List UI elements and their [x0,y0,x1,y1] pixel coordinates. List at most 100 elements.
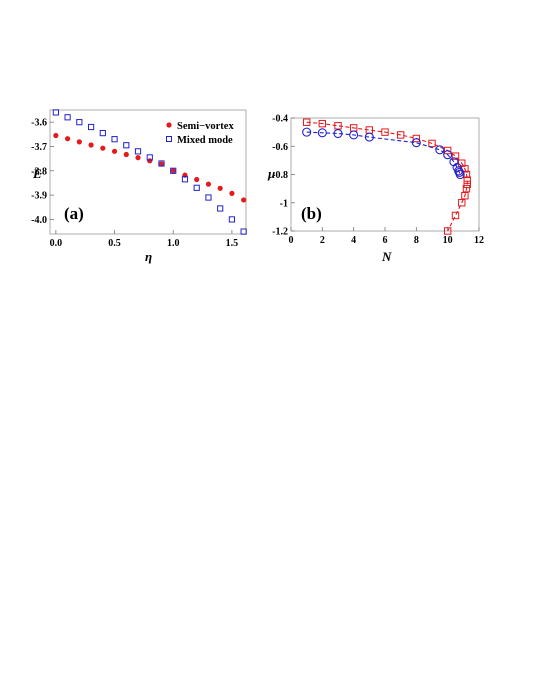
a-xtick-label: 0.0 [50,238,63,249]
b-series-1-point [443,150,453,160]
b-series-0-point [463,180,471,189]
panel-a-ticks: 0.0 0.5 1.0 1.5 -3.6 -3.7 -3.8 -3.9 -4.0 [31,118,238,249]
b-ytick-label: -0.8 [272,170,288,181]
a-xtick-label: 1.5 [226,238,239,249]
b-xtick-label: 10 [443,235,453,246]
a-series-0-point [194,176,200,183]
a-ytick-label: -3.9 [31,191,47,202]
a-series-0-point [123,151,129,158]
b-series-0-point [334,122,342,130]
b-series-1-point [449,157,459,167]
b-series-1-point [455,169,465,180]
a-series-0-point [205,181,212,187]
a-series-0-point [229,190,235,196]
a-ytick-label: -3.6 [31,118,47,129]
b-ytick-label: -0.6 [272,142,288,153]
legend-mixed-mode-label: Mixed mode [177,135,233,146]
a-series-0-point [217,185,223,191]
legend-semi-vortex-label: Semi−vortex [177,121,234,132]
a-ytick-label: -3.7 [31,142,47,153]
a-series-1-point [52,109,59,116]
a-series-1-point [134,148,142,155]
b-series-0-point [302,118,311,126]
panel-b-marks [302,118,471,235]
b-series-0-line [306,121,468,232]
a-series-0-point [100,145,106,151]
a-ytick-label: -4.0 [31,215,47,226]
b-ytick-label: -1 [280,198,288,209]
a-series-0-point [76,139,82,145]
b-series-0-point [462,184,471,193]
a-series-0-point [53,132,59,139]
panel-a: 0.0 0.5 1.0 1.5 -3.6 -3.7 -3.8 -3.9 -4.0 E η (a)… [31,109,247,264]
legend-mixed-mode-marker [166,136,172,142]
b-series-0-point [428,139,436,148]
b-series-0-point [443,227,452,235]
legend-semi-vortex-marker [166,122,172,128]
a-series-0-point [147,158,153,164]
a-series-1-point [76,119,83,126]
b-series-1-point [333,128,343,139]
a-series-1-point [123,142,130,149]
a-series-0-point [158,161,165,167]
b-series-1-point [317,128,327,138]
b-series-0-point [463,176,471,184]
b-ytick-label: -0.4 [272,114,288,125]
b-series-0-point [412,134,421,143]
b-series-0-point [381,128,389,136]
panel-a-frame [49,109,247,235]
b-series-0-point [396,131,405,139]
b-series-0-point [451,152,460,160]
panel-b-ticks: 0 2 4 6 8 10 12 -0.4 -0.6 -0.8 -1 -1.2 [272,114,484,247]
a-series-1-point [240,228,247,235]
panel-a-ylabel: E [32,166,42,181]
b-ytick-label: -1.2 [272,227,288,238]
panel-b-label: (b) [301,204,322,223]
a-series-1-point [228,216,236,223]
a-series-0-point [241,197,247,203]
panel-a-label: (a) [64,204,84,223]
a-series-1-point [146,154,153,161]
a-ytick-label: -3.8 [31,166,47,177]
b-xtick-label: 6 [383,235,388,246]
a-series-1-point [193,184,200,191]
b-series-1-point [364,132,374,142]
a-series-0-point [111,148,118,154]
b-series-0-point [461,191,469,200]
panel-a-marks [52,109,247,235]
a-series-1-point [99,129,106,137]
b-xtick-label: 8 [414,235,419,246]
panel-a-xlabel: η [145,249,152,264]
a-series-1-point [64,114,71,121]
a-series-1-point [87,123,95,131]
b-series-0-point [318,119,327,128]
a-xtick-label: 0.5 [108,238,121,249]
a-series-1-point [217,205,224,212]
b-xtick-label: 12 [474,235,484,246]
b-xtick-label: 0 [289,235,294,246]
panel-b: 0 2 4 6 8 10 12 -0.4 -0.6 -0.8 -1 -1.2 μ N (b) [267,114,484,265]
b-series-0-point [451,211,460,220]
a-series-1-point [205,194,212,201]
a-series-1-point [170,167,177,174]
a-series-0-point [65,136,71,142]
a-series-1-point [158,160,165,167]
a-series-0-point [170,168,176,174]
b-series-1-point [302,127,312,137]
a-xtick-label: 1.0 [167,238,180,249]
a-series-0-point [135,155,141,161]
b-xtick-label: 4 [351,235,356,246]
b-series-0-point [458,199,466,207]
panel-b-ylabel: μ [267,166,275,181]
b-series-1-point [411,138,421,148]
b-xtick-label: 2 [320,235,325,246]
panel-b-xlabel: N [381,249,392,264]
a-series-1-point [181,176,189,183]
b-series-1-point [349,130,359,140]
a-series-1-point [111,136,118,143]
b-series-0-point [443,146,452,155]
b-series-1-point [435,145,445,155]
a-series-0-point [88,142,94,148]
panel-a-legend: Semi−vortex Mixed mode [166,121,234,146]
